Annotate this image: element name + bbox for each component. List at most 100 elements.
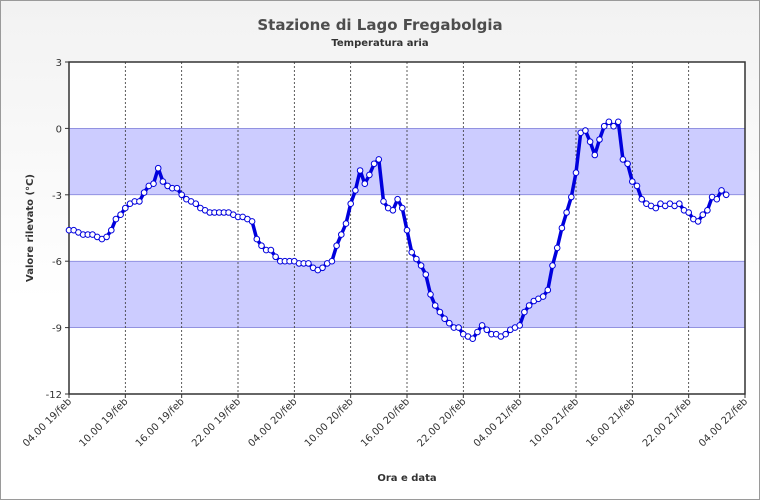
data-point: [112, 215, 120, 223]
data-point: [117, 211, 124, 218]
data-point: [563, 209, 570, 216]
data-point: [352, 187, 359, 194]
y-tick-label: -9: [52, 324, 62, 335]
data-point: [399, 204, 406, 212]
data-point: [394, 195, 401, 203]
data-point: [370, 160, 378, 168]
data-point: [478, 322, 486, 329]
data-point: [319, 264, 326, 272]
data-point: [267, 246, 275, 254]
x-tick-label: 10.00 19/feb: [77, 396, 130, 449]
data-point: [582, 127, 589, 134]
data-point: [192, 200, 200, 207]
data-point: [150, 180, 157, 187]
data-point: [108, 226, 115, 234]
data-point: [375, 156, 383, 163]
x-tick-label: 16.00 21/feb: [584, 396, 637, 449]
data-point: [431, 302, 439, 309]
data-point: [427, 291, 434, 298]
data-point: [539, 293, 547, 300]
data-point: [253, 235, 261, 243]
data-point: [178, 191, 185, 199]
data-point: [140, 189, 148, 196]
data-point: [338, 231, 345, 238]
data-point: [413, 255, 420, 263]
data-point: [699, 211, 707, 218]
data-point: [122, 204, 129, 212]
y-tick-label: 3: [56, 58, 62, 69]
data-point: [455, 324, 462, 331]
data-point: [474, 328, 481, 336]
data-point: [685, 209, 693, 216]
x-tick-label: 04.00 21/feb: [472, 396, 525, 449]
data-point: [361, 180, 369, 187]
data-point: [600, 122, 608, 130]
data-point: [549, 262, 556, 269]
data-point: [624, 160, 631, 168]
data-point: [516, 322, 524, 329]
x-tick-label: 22.00 21/feb: [641, 396, 694, 449]
data-point: [722, 191, 730, 199]
data-point: [544, 286, 552, 294]
y-axis-title: Valore rilevato (°C): [25, 174, 36, 282]
data-point: [568, 193, 575, 201]
data-point: [676, 200, 683, 207]
x-tick-label: 16.00 19/feb: [134, 396, 187, 449]
data-point: [615, 118, 622, 126]
x-tick-label: 22.00 20/feb: [415, 396, 468, 449]
data-point: [718, 187, 725, 194]
x-tick-label: 04.00 22/feb: [697, 396, 750, 449]
data-point: [558, 224, 566, 232]
x-tick-label: 04.00 19/feb: [21, 396, 74, 449]
data-point: [633, 182, 641, 190]
y-tick-label: -3: [52, 191, 62, 202]
x-tick-label: 10.00 21/feb: [528, 396, 581, 449]
data-point: [469, 335, 477, 343]
data-point: [525, 302, 533, 309]
chart-title: Stazione di Lago Fregabolgia: [257, 16, 503, 34]
x-tick-label: 10.00 20/feb: [303, 396, 356, 449]
y-tick-label: -12: [46, 390, 62, 401]
data-point: [154, 164, 162, 172]
data-point: [347, 200, 355, 207]
data-point: [629, 178, 636, 185]
data-point: [441, 315, 448, 323]
data-point: [417, 262, 425, 269]
data-point: [422, 271, 430, 278]
data-point: [586, 138, 594, 145]
data-point: [591, 151, 599, 159]
data-point: [173, 184, 181, 192]
data-point: [694, 218, 702, 225]
data-point: [403, 226, 411, 234]
x-tick-label: 04.00 20/feb: [246, 396, 299, 449]
data-point: [652, 204, 660, 212]
data-point: [272, 253, 279, 261]
data-point: [704, 207, 711, 214]
data-point: [333, 242, 340, 249]
data-point: [436, 308, 444, 316]
x-tick-label: 22.00 19/feb: [190, 396, 243, 449]
data-point: [638, 195, 646, 203]
data-point: [605, 118, 613, 126]
x-tick-label: 16.00 20/feb: [359, 396, 412, 449]
data-point: [713, 195, 721, 203]
data-point: [596, 136, 603, 143]
data-point: [389, 207, 397, 214]
data-point: [356, 167, 364, 174]
chart-subtitle: Temperatura aria: [331, 38, 429, 49]
y-tick-label: 0: [56, 124, 62, 135]
data-point: [446, 319, 453, 327]
data-point: [366, 171, 373, 179]
data-point: [521, 308, 528, 316]
data-point: [553, 244, 561, 252]
data-point: [380, 198, 387, 205]
data-point: [572, 169, 580, 176]
data-point: [502, 330, 509, 338]
data-point: [305, 260, 312, 267]
y-tick-label: -6: [52, 257, 62, 268]
data-point: [136, 198, 143, 205]
data-point: [483, 326, 491, 334]
data-point: [258, 242, 265, 249]
data-point: [103, 233, 110, 241]
